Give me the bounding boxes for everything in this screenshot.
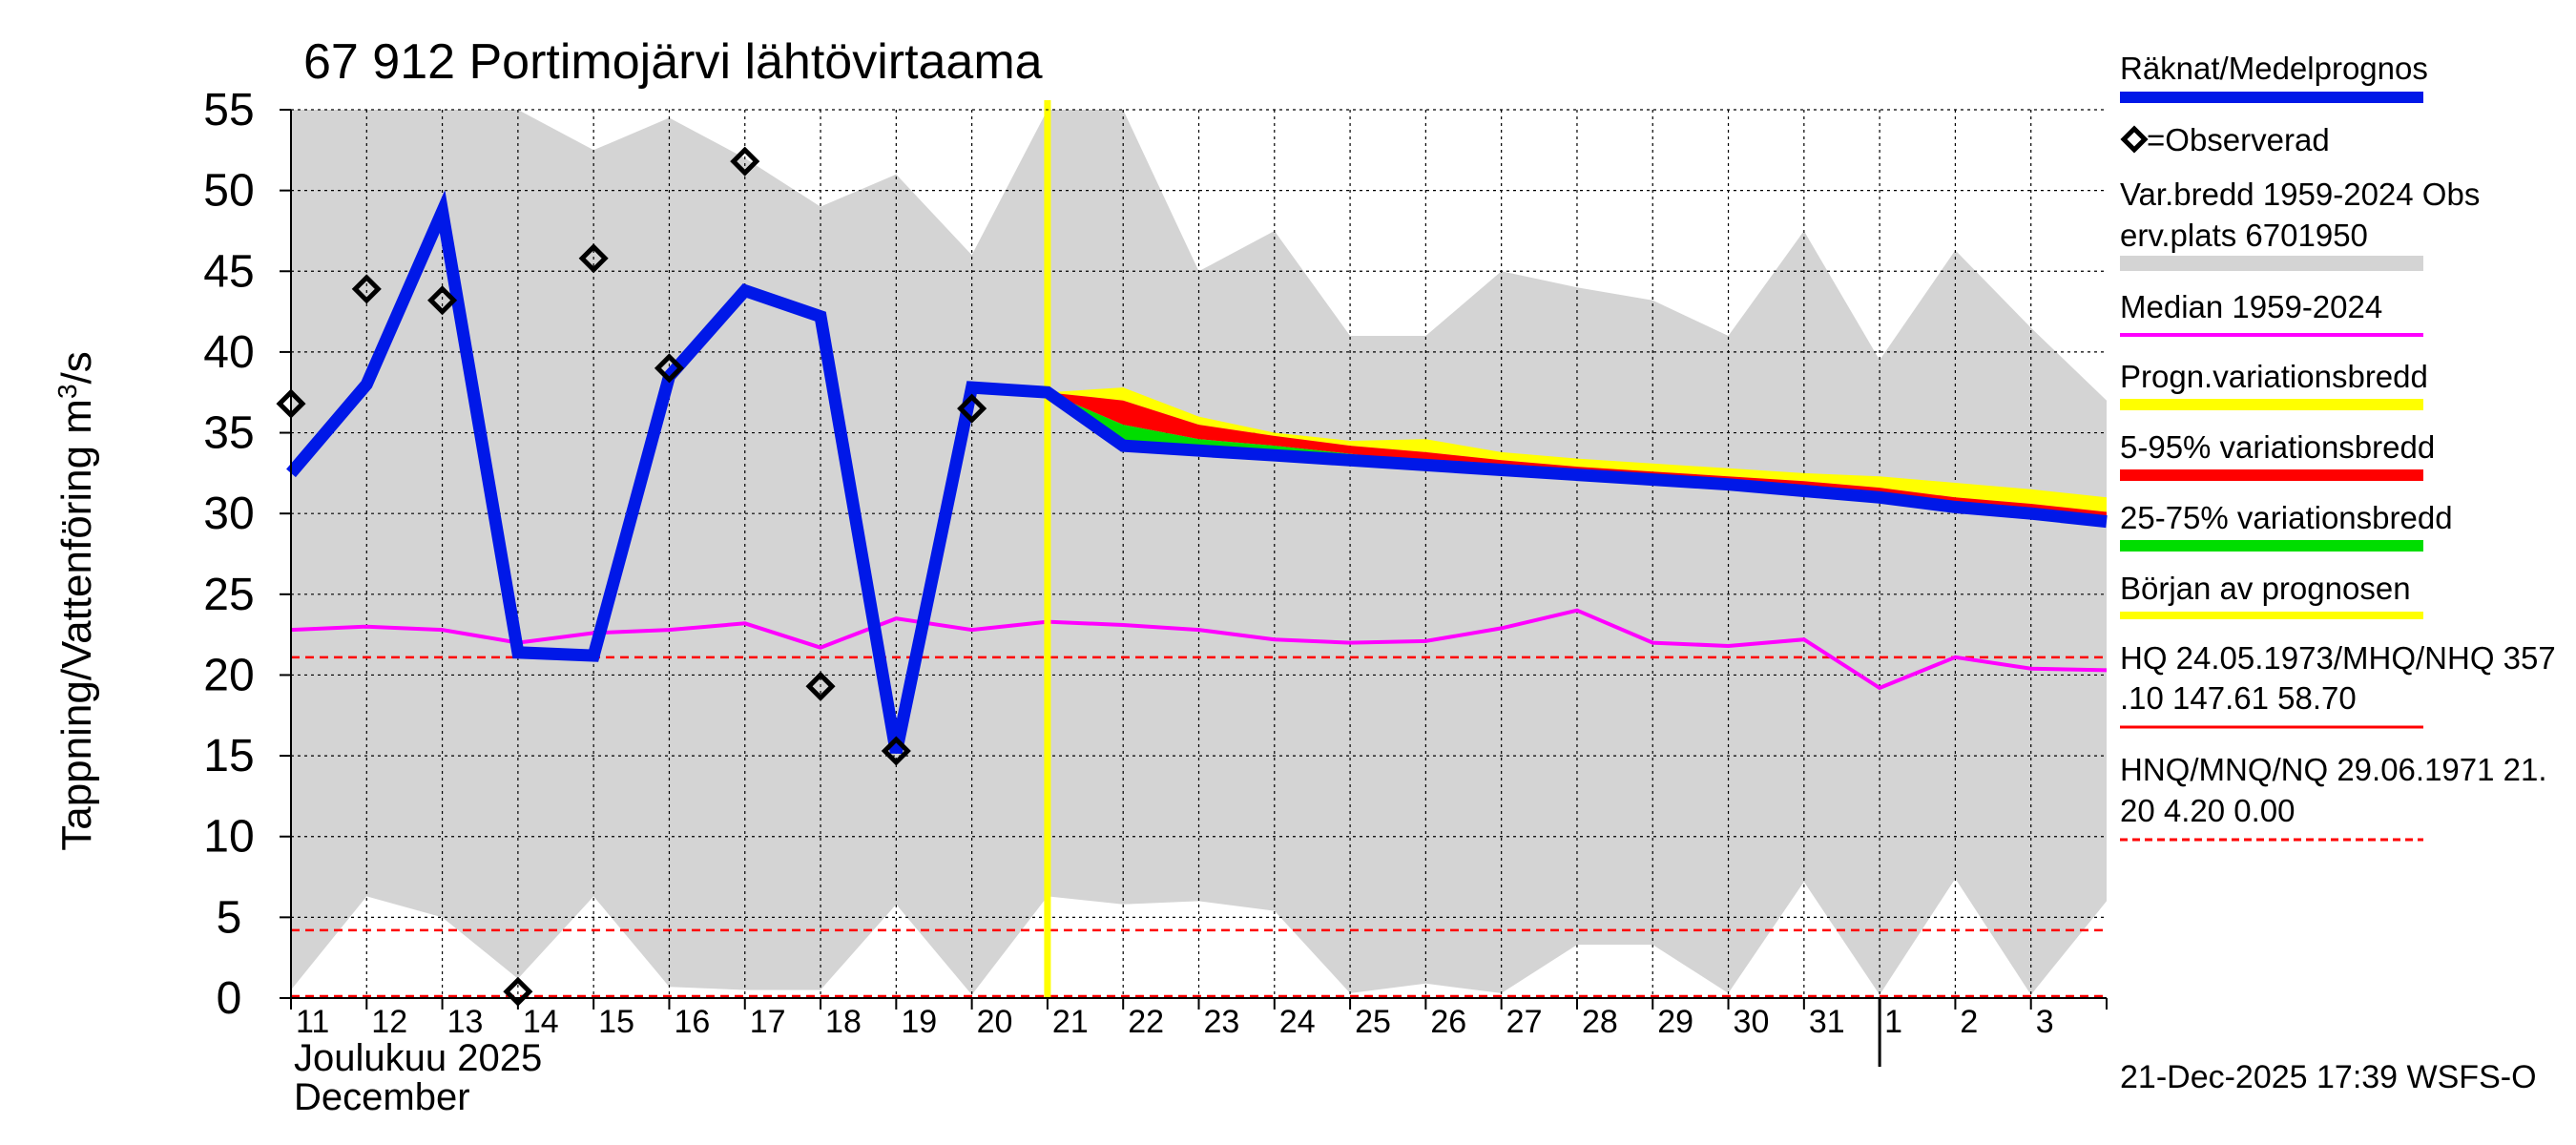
x-tick-label: 30 [1734,1004,1770,1040]
x-tick-label: 22 [1128,1004,1164,1040]
observed-point [578,243,609,274]
y-tick-label: 0 [217,973,242,1024]
observed-point [351,274,382,304]
x-tick-label: 11 [296,1004,329,1040]
legend-label-nq: HNQ/MNQ/NQ 29.06.1971 21. [2120,752,2547,787]
x-tick-label: 16 [674,1004,710,1040]
x-tick-label: 24 [1279,1004,1316,1040]
y-axis-label-sup: 3 [52,384,82,399]
x-tick-label: 20 [977,1004,1013,1040]
x-tick-label: 1 [1884,1004,1902,1040]
x-tick-label: 17 [750,1004,786,1040]
observed-point [427,285,458,316]
y-tick-label: 20 [203,650,254,700]
legend-label-p25_75: 25-75% variationsbredd [2120,500,2453,535]
y-axis-label-unit: /s [53,351,100,384]
x-axis-month-label: Joulukuu 2025 [294,1037,542,1079]
x-tick-label: 13 [447,1004,484,1040]
x-tick-label: 28 [1582,1004,1618,1040]
x-tick-label: 12 [371,1004,407,1040]
observed-point [730,146,760,177]
forecast-5-95-band [1047,392,2107,517]
x-axis-month-label-en: December [294,1076,470,1118]
x-tick-label: 19 [901,1004,937,1040]
x-tick-label: 23 [1204,1004,1240,1040]
observed-point [654,353,684,384]
legend-label-nq: 20 4.20 0.00 [2120,793,2296,828]
x-tick-label: 2 [1960,1004,1978,1040]
x-tick-label: 21 [1052,1004,1089,1040]
y-tick-label: 25 [203,570,254,620]
y-tick-label: 15 [203,731,254,781]
legend-label-hq: .10 147.61 58.70 [2120,680,2357,716]
y-tick-label: 55 [203,85,254,135]
timestamp: 21-Dec-2025 17:39 WSFS-O [2120,1059,2537,1095]
legend-label-range: erv.plats 6701950 [2120,218,2368,253]
x-tick-label: 15 [598,1004,634,1040]
legend-label-computed: Räknat/Medelprognos [2120,51,2428,86]
x-tick-label: 29 [1657,1004,1693,1040]
x-tick-label: 31 [1809,1004,1845,1040]
legend-label-hq: HQ 24.05.1973/MHQ/NHQ 357 [2120,640,2556,676]
y-tick-label: 10 [203,812,254,863]
observed-point [805,671,836,701]
forecast-range-band [1047,387,2107,512]
legend-label-observed: =Observerad [2147,122,2330,157]
legend-observed-marker [2120,125,2149,154]
x-tick-label: 3 [2036,1004,2054,1040]
y-tick-label: 30 [203,489,254,539]
observed-point [881,736,911,766]
y-tick-label: 45 [203,246,254,297]
observed-point [957,393,987,424]
legend-label-range: Var.bredd 1959-2024 Obs [2120,177,2480,212]
y-axis-label-main: Tappning/Vattenföring m [53,399,100,851]
computed-line [286,190,2108,755]
y-tick-label: 35 [203,408,254,459]
x-tick-label: 26 [1430,1004,1466,1040]
legend-label-forecast_start: Början av prognosen [2120,571,2411,606]
chart-title: 67 912 Portimojärvi lähtövirtaama [303,34,1043,90]
y-tick-label: 40 [203,327,254,378]
y-axis-label: Tappning/Vattenföring m3/s [52,351,101,851]
legend: Räknat/Medelprognos =Observerad Var.bredd … [2120,51,2556,842]
y-tick-label: 5 [217,892,242,943]
legend-label-prog_range: Progn.variationsbredd [2120,359,2428,394]
plot-area [276,100,2108,1007]
x-tick-label: 27 [1506,1004,1543,1040]
legend-label-p5_95: 5-95% variationsbredd [2120,429,2435,465]
y-tick-label: 50 [203,166,254,217]
legend-label-median: Median 1959-2024 [2120,289,2382,324]
x-tick-label: 25 [1355,1004,1391,1040]
x-tick-label: 14 [523,1004,559,1040]
x-tick-label: 18 [825,1004,862,1040]
